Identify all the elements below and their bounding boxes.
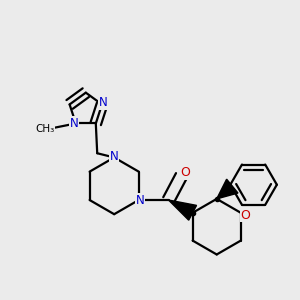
Text: N: N xyxy=(99,96,108,110)
Text: CH₃: CH₃ xyxy=(35,124,55,134)
Text: N: N xyxy=(136,194,144,206)
Polygon shape xyxy=(217,179,238,199)
Text: O: O xyxy=(180,166,190,179)
Text: O: O xyxy=(241,209,250,222)
Polygon shape xyxy=(169,200,196,220)
Text: N: N xyxy=(110,150,118,163)
Text: N: N xyxy=(70,117,79,130)
